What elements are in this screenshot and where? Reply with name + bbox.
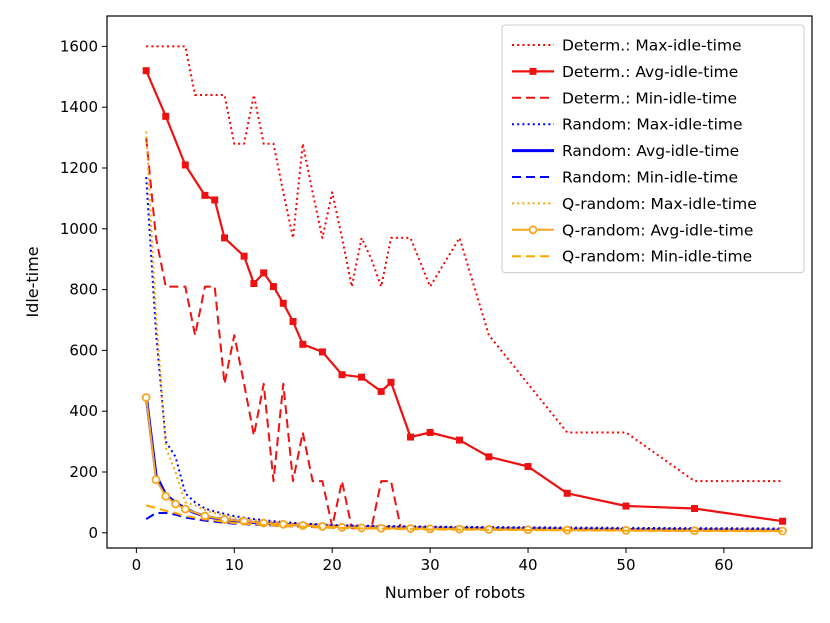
series-marker-1: [485, 453, 493, 461]
y-tick-label: 400: [69, 402, 98, 420]
x-tick-label: 40: [518, 556, 537, 574]
y-tick-label: 200: [69, 463, 98, 481]
x-axis: 0 10 20 30 40 50 60: [132, 548, 733, 574]
series-marker-1: [260, 269, 268, 277]
series-marker-7: [141, 393, 151, 402]
series-marker-1: [426, 428, 434, 436]
y-tick-label: 1200: [60, 159, 98, 177]
legend-label-7: Q-random: Avg-idle-time: [562, 221, 753, 239]
series-marker-7: [151, 475, 161, 485]
y-tick-label: 1600: [60, 37, 98, 55]
series-marker-1: [779, 517, 787, 525]
legend-marker-1: [529, 67, 537, 75]
x-tick-label: 50: [616, 556, 635, 574]
plot-frame: [106, 15, 813, 549]
series-marker-1: [524, 463, 532, 471]
series-marker-1: [622, 502, 630, 510]
series-marker-1: [162, 112, 170, 120]
y-tick-label: 1000: [60, 220, 98, 238]
y-tick-label: 1400: [60, 98, 98, 116]
y-tick-label: 600: [69, 341, 98, 359]
legend-label-1: Determ.: Avg-idle-time: [562, 63, 738, 81]
series-marker-1: [279, 299, 287, 307]
series-line-8: [145, 504, 783, 533]
series-marker-1: [299, 340, 307, 348]
series-marker-1: [211, 196, 219, 204]
series-marker-7: [298, 521, 308, 530]
legend-marker-7: [528, 225, 538, 235]
series-marker-7: [180, 504, 190, 514]
legend-label-8: Q-random: Min-idle-time: [562, 248, 752, 266]
x-axis-label: Number of robots: [385, 583, 525, 602]
series-marker-1: [338, 371, 346, 379]
series-group: [141, 45, 788, 536]
series-marker-1: [289, 318, 297, 326]
series-marker-7: [161, 491, 171, 501]
series-marker-1: [456, 436, 463, 444]
legend-label-6: Q-random: Max-idle-time: [562, 195, 757, 213]
legend: Determ.: Max-idle-time Determ.: Avg-idle-…: [501, 24, 805, 274]
y-axis-label: Idle-time: [23, 246, 42, 317]
series-marker-1: [358, 373, 366, 381]
series-marker-1: [691, 504, 698, 512]
x-tick-label: 30: [421, 556, 440, 574]
y-axis: 0 200 400 600 800 1000 1200 1400 1600: [60, 37, 107, 542]
series-marker-1: [201, 191, 209, 199]
series-marker-7: [171, 499, 180, 509]
series-marker-1: [387, 378, 395, 386]
series-line-0: [146, 45, 783, 483]
legend-box: [501, 24, 805, 274]
x-tick-label: 0: [132, 556, 142, 574]
series-marker-1: [181, 161, 189, 169]
x-tick-label: 20: [323, 556, 342, 574]
series-marker-1: [377, 387, 385, 395]
series-marker-1: [407, 433, 415, 441]
series-marker-1: [240, 252, 248, 260]
series-marker-1: [563, 489, 571, 497]
series-marker-7: [318, 522, 327, 531]
series-marker-1: [142, 67, 150, 75]
y-tick-label: 0: [88, 524, 98, 542]
legend-label-3: Random: Max-idle-time: [562, 116, 743, 134]
x-tick-label: 60: [714, 556, 733, 574]
legend-label-0: Determ.: Max-idle-time: [562, 37, 742, 55]
x-tick-label: 10: [225, 556, 244, 574]
legend-label-5: Random: Min-idle-time: [562, 169, 738, 187]
legend-label-4: Random: Avg-idle-time: [562, 142, 739, 160]
series-marker-1: [250, 280, 258, 288]
y-tick-label: 800: [69, 281, 98, 299]
series-marker-1: [221, 234, 228, 242]
series-marker-1: [318, 348, 326, 356]
series-marker-1: [269, 283, 277, 291]
legend-label-2: Determ.: Min-idle-time: [562, 89, 737, 107]
